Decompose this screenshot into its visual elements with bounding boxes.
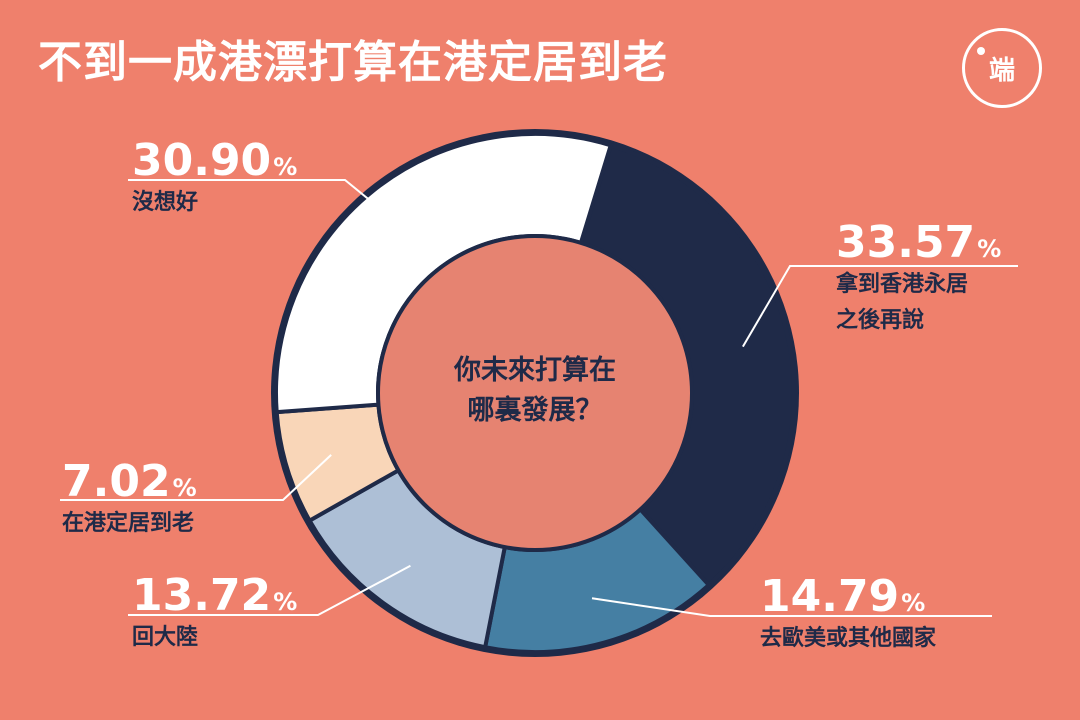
slice-category-label: 回大陸 bbox=[132, 624, 198, 650]
leader-line bbox=[128, 564, 411, 616]
slice-percent-sign: % bbox=[273, 153, 297, 181]
center-label-line: 哪裏發展？ bbox=[468, 394, 603, 426]
center-label-line: 你未來打算在 bbox=[453, 354, 616, 386]
leader-line bbox=[60, 454, 332, 501]
donut-center bbox=[376, 234, 694, 552]
slice-category-label: 沒想好 bbox=[132, 189, 198, 215]
slice-percent-sign: % bbox=[901, 589, 925, 617]
slice-percent-sign: % bbox=[273, 588, 297, 616]
slice-percent-sign: % bbox=[173, 474, 197, 502]
slice-category-label: 去歐美或其他國家 bbox=[760, 625, 937, 651]
leader-line bbox=[128, 179, 403, 228]
logo-dot-icon bbox=[977, 47, 985, 55]
slice-category-label: 拿到香港永居 bbox=[835, 271, 968, 297]
slice-category-label: 之後再說 bbox=[836, 307, 924, 333]
slice-value-label: 7.02 bbox=[62, 456, 171, 507]
leader-line bbox=[591, 597, 992, 617]
slice-category-label: 在港定居到老 bbox=[62, 510, 194, 536]
slice-percent-sign: % bbox=[977, 235, 1001, 263]
leader-line bbox=[742, 265, 1018, 348]
brand-logo: 端 bbox=[962, 28, 1042, 108]
slice-value-label: 14.79 bbox=[760, 571, 899, 622]
slice-value-label: 33.57 bbox=[836, 217, 975, 268]
slice-value-label: 30.90 bbox=[132, 135, 271, 186]
page-title: 不到一成港漂打算在港定居到老 bbox=[38, 37, 668, 88]
slice-value-label: 13.72 bbox=[132, 570, 271, 621]
logo-text: 端 bbox=[988, 55, 1015, 86]
